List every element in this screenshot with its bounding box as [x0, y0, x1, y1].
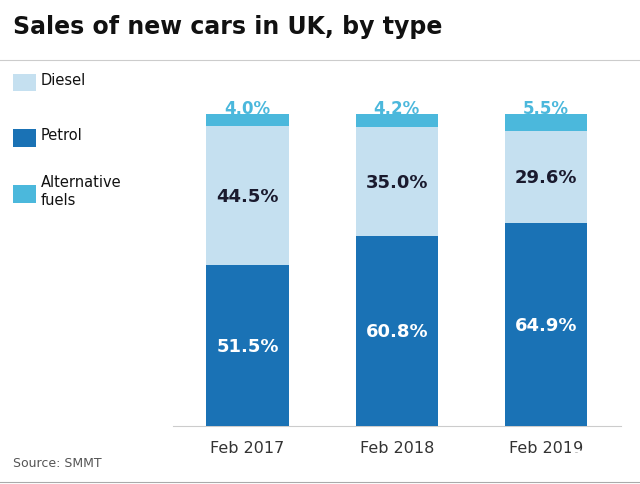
Text: 51.5%: 51.5%: [216, 337, 278, 355]
Text: 44.5%: 44.5%: [216, 187, 278, 205]
Bar: [206, 115, 289, 127]
Text: 35.0%: 35.0%: [365, 173, 428, 191]
Bar: [356, 128, 438, 237]
Bar: [505, 132, 588, 224]
Bar: [206, 266, 289, 426]
Text: Alternative
fuels: Alternative fuels: [41, 175, 122, 207]
Text: Petrol: Petrol: [41, 128, 83, 143]
Text: 4.2%: 4.2%: [374, 100, 420, 118]
Bar: [356, 237, 438, 426]
Bar: [206, 127, 289, 266]
Text: Sales of new cars in UK, by type: Sales of new cars in UK, by type: [13, 15, 442, 38]
Text: 60.8%: 60.8%: [365, 322, 428, 340]
Text: 4.0%: 4.0%: [225, 100, 271, 118]
Text: PA: PA: [568, 449, 597, 469]
Text: 29.6%: 29.6%: [515, 169, 577, 187]
Text: 5.5%: 5.5%: [523, 100, 569, 118]
Text: Diesel: Diesel: [41, 73, 86, 87]
Bar: [505, 224, 588, 426]
Text: Source: SMMT: Source: SMMT: [13, 456, 101, 469]
Bar: [505, 115, 588, 132]
Text: 64.9%: 64.9%: [515, 316, 577, 334]
Bar: [356, 115, 438, 128]
